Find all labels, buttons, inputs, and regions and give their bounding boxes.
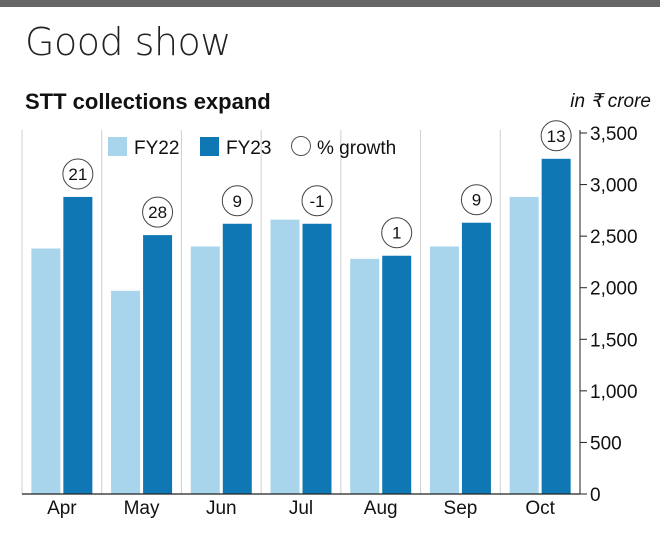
- growth-label: -1: [309, 192, 324, 211]
- bar-fy23-aug: [382, 255, 412, 494]
- y-tick-label: 0: [590, 485, 601, 506]
- bar-fy22-apr: [31, 248, 61, 494]
- bar-fy23-may: [143, 235, 173, 494]
- y-tick-label: 500: [590, 433, 622, 454]
- legend-growth-circle: [291, 136, 311, 156]
- growth-label: 1: [392, 224, 401, 243]
- legend-swatch-fy23: [200, 137, 219, 156]
- y-tick-label: 1,000: [590, 382, 638, 403]
- x-tick-label: Aug: [364, 498, 398, 519]
- x-tick-label: Sep: [444, 498, 478, 519]
- legend-label-fy23: FY23: [226, 138, 271, 159]
- stt-bar-chart: 0 500 1,000 1,500 2,000 2,500 3,000 3,500 21 Apr 2…: [21, 120, 638, 519]
- bar-fy23-sep: [461, 222, 491, 494]
- y-tick-label: 3,000: [590, 176, 638, 197]
- chart-title: STT collections expand: [25, 89, 271, 114]
- bar-fy22-jun: [190, 246, 220, 494]
- x-tick-label: Jul: [289, 498, 313, 519]
- bar-fy22-oct: [509, 196, 539, 494]
- y-tick-label: 1,500: [590, 330, 638, 351]
- headline: Good show: [25, 20, 231, 64]
- y-tick-label: 3,500: [590, 124, 638, 145]
- x-tick-label: Jun: [206, 498, 237, 519]
- growth-bubble: [301, 185, 333, 217]
- top-accent-bar: [0, 0, 660, 7]
- growth-bubble: [381, 217, 413, 249]
- x-tick-label: Apr: [47, 498, 77, 519]
- bar-fy23-jul: [302, 223, 332, 494]
- growth-label: 28: [148, 203, 167, 222]
- bar-fy22-aug: [350, 258, 380, 494]
- growth-bubble: [460, 184, 492, 216]
- x-tick-label: May: [124, 498, 160, 519]
- growth-label: 9: [233, 192, 242, 211]
- growth-bubble: [221, 185, 253, 217]
- y-tick-label: 2,000: [590, 279, 638, 300]
- legend-label-fy22: FY22: [134, 138, 179, 159]
- y-tick-label: 2,500: [590, 227, 638, 248]
- bar-fy22-may: [111, 290, 141, 494]
- growth-label: 9: [472, 191, 481, 210]
- growth-bubble: [540, 120, 572, 152]
- x-tick-label: Oct: [525, 498, 555, 519]
- bar-fy23-oct: [541, 158, 571, 495]
- legend-swatch-fy22: [108, 137, 127, 156]
- legend-label-growth: % growth: [317, 138, 396, 159]
- bar-fy23-apr: [63, 196, 93, 494]
- growth-bubble: [142, 196, 174, 228]
- bar-fy22-sep: [429, 246, 459, 494]
- growth-label: 13: [547, 127, 566, 146]
- growth-label: 21: [68, 165, 87, 184]
- bar-fy23-jun: [222, 223, 252, 494]
- growth-bubble: [62, 158, 94, 190]
- bar-fy22-jul: [270, 219, 300, 494]
- unit-label: in ₹ crore: [570, 91, 651, 112]
